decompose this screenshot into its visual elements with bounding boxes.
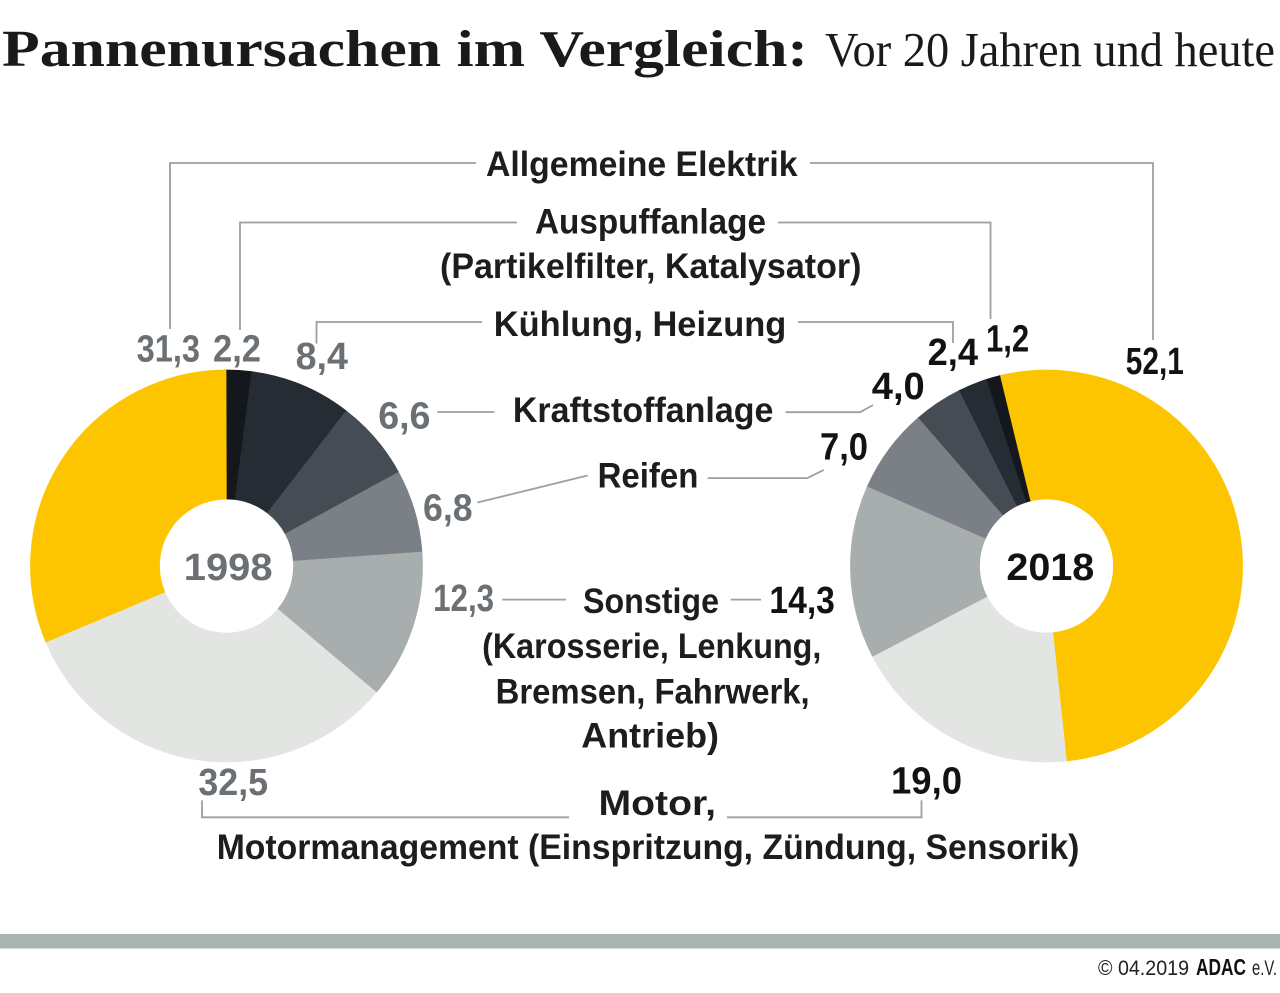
svg-text:31,3: 31,3 [137, 329, 200, 371]
svg-text:19,0: 19,0 [891, 761, 962, 803]
svg-text:6,6: 6,6 [378, 395, 430, 437]
svg-text:6,8: 6,8 [423, 487, 473, 529]
svg-text:7,0: 7,0 [820, 427, 868, 469]
svg-text:14,3: 14,3 [769, 580, 835, 622]
svg-text:Motormanagement (Einspritzung,: Motormanagement (Einspritzung, Zündung, … [217, 828, 1080, 867]
svg-text:(Partikelfilter, Katalysator): (Partikelfilter, Katalysator) [440, 247, 861, 286]
svg-text:Kühlung, Heizung: Kühlung, Heizung [494, 305, 787, 344]
svg-text:ADAC: ADAC [1196, 954, 1246, 980]
svg-text:32,5: 32,5 [198, 762, 268, 804]
svg-text:Pannenursachen im Vergleich:: Pannenursachen im Vergleich: [2, 21, 808, 78]
svg-text:Reifen: Reifen [598, 457, 699, 496]
svg-text:Sonstige: Sonstige [583, 582, 719, 621]
svg-text:8,4: 8,4 [296, 336, 348, 378]
svg-text:(Karosserie, Lenkung,: (Karosserie, Lenkung, [482, 627, 821, 666]
svg-text:1998: 1998 [184, 547, 273, 589]
svg-text:e.V.: e.V. [1252, 957, 1277, 980]
svg-text:Auspuffanlage: Auspuffanlage [535, 203, 766, 242]
svg-text:Kraftstoffanlage: Kraftstoffanlage [513, 391, 774, 430]
svg-text:Antrieb): Antrieb) [581, 716, 719, 755]
svg-text:52,1: 52,1 [1126, 341, 1184, 383]
svg-text:12,3: 12,3 [433, 578, 494, 620]
svg-text:Motor,: Motor, [599, 784, 717, 823]
svg-text:© 04.2019: © 04.2019 [1098, 957, 1189, 980]
svg-text:2,2: 2,2 [213, 329, 261, 371]
svg-text:Bremsen, Fahrwerk,: Bremsen, Fahrwerk, [496, 673, 810, 712]
svg-text:2,4: 2,4 [928, 332, 978, 374]
svg-text:4,0: 4,0 [872, 366, 925, 408]
svg-text:1,2: 1,2 [986, 319, 1029, 361]
svg-text:Vor 20 Jahren und heute: Vor 20 Jahren und heute [825, 22, 1275, 77]
svg-text:2018: 2018 [1006, 547, 1094, 589]
svg-text:Allgemeine Elektrik: Allgemeine Elektrik [486, 145, 798, 184]
